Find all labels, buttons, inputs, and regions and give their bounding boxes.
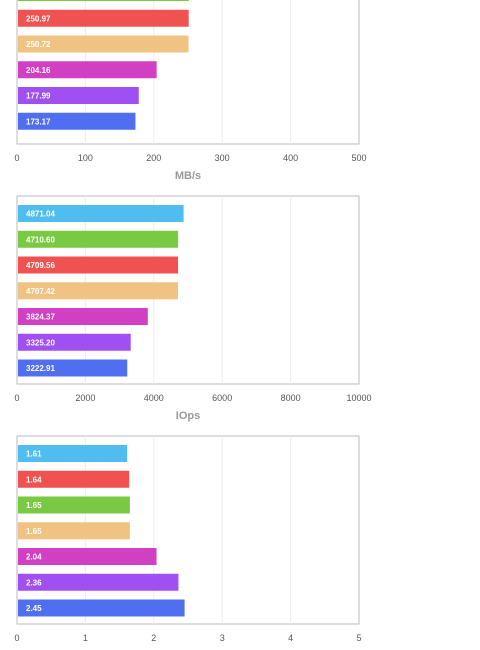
bar: [18, 359, 128, 377]
bar: [18, 9, 189, 27]
x-tick-label: 1: [83, 633, 88, 643]
bar: [18, 445, 128, 462]
bar: [18, 573, 179, 591]
bar-value-label: 3824.37: [26, 313, 55, 322]
chart-panel-1: 0100200300400500251.10250.97250.72204.16…: [14, 0, 367, 182]
x-tick-label: 2: [151, 633, 156, 643]
x-tick-label: 8000: [281, 393, 301, 403]
bar: [18, 470, 130, 488]
bar: [18, 282, 178, 300]
bar-value-label: 2.36: [26, 578, 42, 587]
bar: [18, 308, 148, 325]
bar: [18, 61, 157, 79]
bar-value-label: 1.61: [26, 450, 42, 459]
bar-value-label: 3222.91: [26, 364, 55, 373]
x-tick-label: 10000: [346, 393, 371, 403]
plot-frame: [16, 435, 360, 625]
x-tick-label: 5: [356, 633, 361, 643]
x-tick-label: 100: [78, 153, 93, 163]
bar-value-label: 2.45: [26, 604, 42, 613]
bar-value-label: 1.65: [26, 501, 42, 510]
chart-panel-2: 0 2000 4000 6000 8000 10000 4871.04 4710.60 4709…: [14, 195, 372, 422]
bar-value-label: 1.64: [26, 475, 42, 484]
x-axis-title: IOps: [176, 410, 200, 422]
x-tick-label: 0: [14, 633, 19, 643]
bar: [18, 333, 131, 351]
bar-value-label: 204.16: [26, 66, 51, 75]
x-tick-label: 6000: [212, 393, 232, 403]
bar-value-label: 250.97: [26, 14, 51, 23]
bar: [18, 599, 185, 617]
x-tick-label: 200: [146, 153, 161, 163]
x-tick-label: 2000: [75, 393, 95, 403]
bar: [18, 548, 157, 565]
x-tick-label: 0: [14, 153, 19, 163]
bar-value-label: 4710.60: [26, 235, 55, 244]
x-tick-label: 3: [220, 633, 225, 643]
x-tick-label: 300: [215, 153, 230, 163]
bar: [18, 205, 184, 222]
bar-value-label: 177.99: [26, 92, 51, 101]
bar: [18, 35, 189, 53]
bar: [18, 496, 130, 514]
x-tick-label: 4: [288, 633, 293, 643]
x-tick-label: 0: [14, 393, 19, 403]
plot-frame: [16, 195, 360, 385]
bar-value-label: 4707.42: [26, 287, 55, 296]
bar-value-label: 173.17: [26, 117, 51, 126]
bar-value-label: 4871.04: [26, 210, 55, 219]
bar-value-label: 4709.56: [26, 261, 55, 270]
bar: [18, 112, 136, 130]
plot-frame: [16, 0, 360, 145]
x-axis-title: MB/s: [175, 170, 201, 182]
bar-value-label: 3325.20: [26, 338, 55, 347]
bar: [18, 230, 179, 248]
bar: [18, 522, 130, 540]
x-tick-label: 4000: [144, 393, 164, 403]
bar: [18, 256, 179, 274]
bar: [18, 0, 189, 1]
bar-value-label: 250.72: [26, 40, 51, 49]
x-tick-label: 500: [351, 153, 366, 163]
x-tick-label: 400: [283, 153, 298, 163]
bar-value-label: 1.65: [26, 527, 42, 536]
bar: [18, 87, 139, 104]
bar-value-label: 2.04: [26, 553, 42, 562]
chart-panel-3: 0 1 2 3 4 5 1.61 1.64 1.65 1.65 2.04 2.36 2.45: [14, 435, 362, 643]
